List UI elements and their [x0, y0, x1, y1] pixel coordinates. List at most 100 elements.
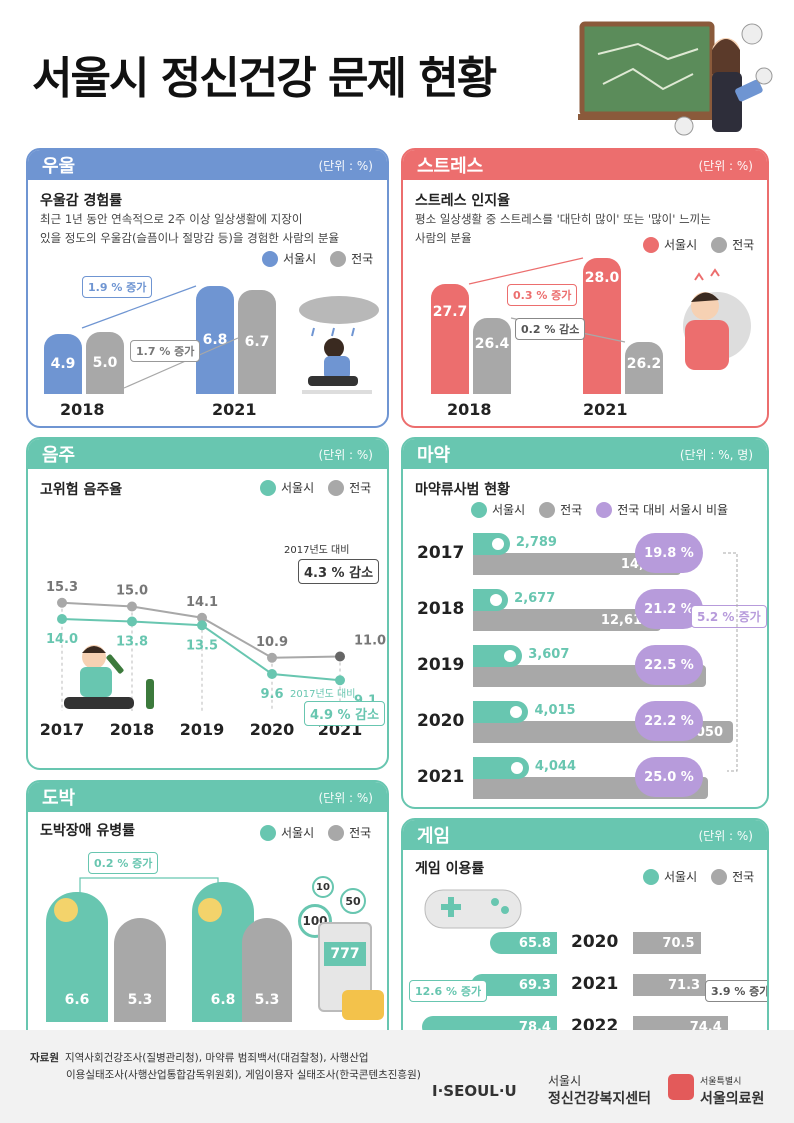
seoul-point-2019 — [197, 620, 207, 631]
slot-machine: 10 50 100 777 — [294, 872, 387, 1032]
drug-value-seoul: 3,607 — [528, 647, 570, 662]
drug-dot — [490, 594, 503, 606]
mental-health-center-logo-top: 서울시 — [548, 1074, 582, 1088]
value-seoul-2020: 6.8 — [210, 992, 236, 1008]
game-year: 2021 — [571, 974, 619, 994]
drug-ratio-bubble: 22.5 % — [635, 645, 703, 685]
stress-desc-2: 사람의 분율 — [415, 231, 472, 245]
mental-health-center-logo-bottom: 정신건강복지센터 — [548, 1091, 652, 1107]
seoul-medical-center-logo-top: 서울특별시 — [700, 1077, 742, 1087]
drug-ratio-bubble: 19.8 % — [635, 533, 703, 573]
gambling-subtitle: 도박장애 유병률 — [40, 823, 136, 839]
footer — [0, 1030, 794, 1123]
drugs-header: 마약 — [417, 445, 451, 466]
legend-seoul-dot — [260, 479, 276, 496]
value-national-2018: 5.0 — [92, 355, 118, 371]
drugs-legend: 서울시 전국 전국 대비 서울시 비율 — [463, 501, 728, 518]
value-national-2021: 26.2 — [626, 356, 662, 372]
drinking-seoul-note-top: 2017년도 대비 — [290, 689, 356, 700]
drug-value-seoul: 4,044 — [534, 759, 577, 774]
legend-national-dot — [328, 479, 345, 496]
bar-national-2018: 26.4 — [473, 318, 511, 394]
game-bar-seoul: 65.8 — [489, 932, 557, 954]
bar-national-2018: 5.3 — [114, 918, 166, 1022]
legend-national-label: 전국 — [560, 503, 583, 517]
game-row: 65.8 2020 70.5 — [403, 928, 767, 958]
stress-legend: 서울시 전국 — [635, 236, 754, 253]
value-seoul-2018: 6.6 — [64, 992, 90, 1008]
legend-seoul-label: 서울시 — [283, 252, 317, 266]
legend-seoul-dot — [643, 236, 659, 253]
drug-ratio-bubble: 25.0 % — [635, 757, 703, 797]
seoul-point-2018 — [127, 616, 137, 627]
legend-seoul-dot — [643, 868, 659, 885]
card-icon — [54, 898, 78, 922]
legend-national-dot — [539, 501, 556, 518]
legend-national-dot — [711, 236, 728, 253]
gaming-seoul-badge: 12.6 % 증가 — [409, 980, 488, 1002]
source-note: 자료원 지역사회건강조사(질병관리청), 마약류 범죄백서(대검찰청), 사행산업… — [30, 1050, 421, 1084]
page-title: 서울시 정신건강 문제 현황 — [32, 53, 497, 104]
year-2017: 2017 — [40, 720, 85, 739]
drug-year: 2017 — [417, 543, 465, 563]
stress-national-badge: 0.2 % 감소 — [515, 318, 586, 340]
seoul-label-2019: 13.5 — [186, 638, 218, 653]
drug-dot — [491, 538, 504, 550]
legend-national-label: 전국 — [349, 481, 372, 495]
legend-seoul-dot — [260, 824, 276, 841]
drugs-trend-line — [723, 552, 738, 772]
drug-value-seoul: 4,015 — [534, 703, 576, 718]
drug-row: 2017 14,123 2,789 19.8 % — [403, 529, 767, 581]
drug-row: 2019 16,044 3,607 22.5 % — [403, 641, 767, 693]
source-line-1: 지역사회건강조사(질병관리청), 마약류 범죄백서(대검찰청), 사행산업 — [64, 1052, 369, 1064]
drinking-national-note-top: 2017년도 대비 — [284, 545, 350, 556]
drug-year: 2019 — [417, 655, 465, 675]
depression-legend: 서울시 전국 — [254, 250, 373, 267]
national-point-2018 — [127, 601, 137, 612]
bar-seoul-2018: 4.9 — [44, 334, 82, 394]
national-point-2021 — [335, 651, 345, 662]
year-2018: 2018 — [110, 720, 155, 739]
value-national-2018: 26.4 — [474, 336, 510, 352]
stress-seoul-badge: 0.3 % 증가 — [507, 284, 578, 306]
year-2018: 2018 — [447, 400, 492, 419]
gambling-panel: 도박 (단위 : %) 도박장애 유병률 서울시 전국 0.2 % 증가 6.6… — [26, 780, 389, 1058]
legend-national-dot — [711, 868, 728, 885]
stress-header: 스트레스 — [417, 156, 484, 177]
iseoulu-logo: I·SEOUL·U — [432, 1082, 517, 1100]
value-seoul-2021: 6.8 — [202, 332, 228, 348]
coin-10: 10 — [312, 876, 334, 898]
gaming-subtitle: 게임 이용률 — [415, 861, 485, 877]
legend-ratio-label: 전국 대비 서울시 비율 — [617, 503, 729, 517]
bar-national-2021: 26.2 — [625, 342, 663, 394]
drug-dot — [504, 650, 517, 662]
drinking-subtitle: 고위험 음주율 — [40, 482, 123, 498]
drug-dot — [510, 762, 523, 774]
drug-row: 2021 16,153 4,044 25.0 % — [403, 753, 767, 805]
teacher-illustration — [578, 21, 773, 136]
depression-subtitle: 우울감 경험률 — [40, 193, 123, 209]
national-label-2017: 15.3 — [46, 580, 78, 595]
drinking-header: 음주 — [42, 445, 76, 466]
seoul-label-2017: 14.0 — [46, 632, 78, 647]
legend-ratio-dot — [596, 501, 613, 518]
stressed-person-illustration — [683, 268, 751, 370]
bar-seoul-2018: 27.7 — [431, 284, 469, 394]
bar-national-2018: 5.0 — [86, 332, 124, 394]
national-point-2020 — [267, 652, 277, 663]
year-2019: 2019 — [180, 720, 225, 739]
legend-seoul-dot — [262, 250, 278, 267]
legend-seoul-dot — [471, 501, 487, 518]
legend-national-dot — [328, 824, 345, 841]
year-2020: 2020 — [250, 720, 295, 739]
value-national-2021: 6.7 — [244, 334, 270, 350]
legend-national-label: 전국 — [732, 870, 755, 884]
legend-seoul-label: 서울시 — [492, 503, 526, 517]
national-label-2021: 11.0 — [354, 634, 386, 649]
national-point-2017 — [57, 597, 67, 608]
national-point-2019 — [197, 612, 207, 623]
drugs-panel: 마약 (단위 : %, 명) 마약류사범 현황 서울시 전국 전국 대비 서울시… — [401, 437, 769, 809]
card-icon — [198, 898, 222, 922]
drug-value-seoul: 2,677 — [514, 591, 556, 606]
drug-row: 2020 18,050 4,015 22.2 % — [403, 697, 767, 749]
